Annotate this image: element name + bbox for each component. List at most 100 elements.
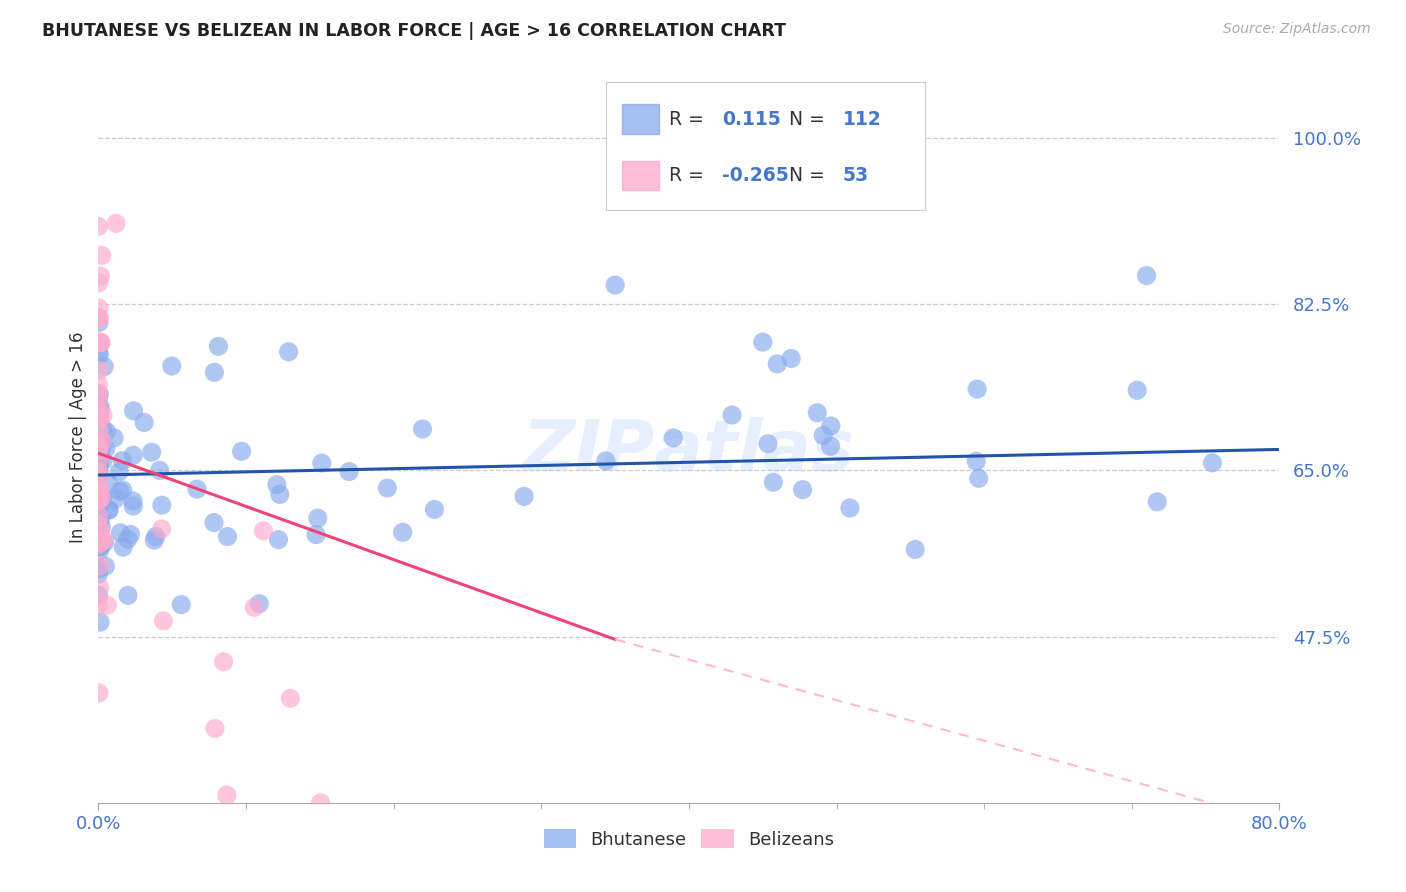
Point bbox=[87, 386, 110, 401]
Point bbox=[87, 520, 110, 534]
Point bbox=[280, 691, 302, 706]
Text: ZIP​atlas: ZIP​atlas bbox=[523, 417, 855, 486]
Point bbox=[112, 540, 135, 554]
Point bbox=[277, 344, 299, 359]
Point bbox=[90, 520, 112, 534]
Text: -0.265: -0.265 bbox=[723, 167, 789, 186]
Point bbox=[756, 436, 779, 450]
Legend: Bhutanese, Belizeans: Bhutanese, Belizeans bbox=[537, 822, 841, 856]
FancyBboxPatch shape bbox=[606, 82, 925, 211]
Point bbox=[87, 392, 110, 406]
Point bbox=[94, 442, 117, 456]
Point bbox=[160, 359, 183, 373]
Point bbox=[87, 414, 110, 428]
Point bbox=[134, 416, 156, 430]
Point bbox=[904, 542, 927, 557]
Point bbox=[89, 413, 111, 427]
Point bbox=[87, 588, 110, 602]
Point bbox=[752, 335, 775, 350]
Point bbox=[513, 490, 536, 504]
Point bbox=[89, 450, 111, 464]
Point bbox=[87, 276, 110, 290]
Point bbox=[721, 408, 744, 422]
Point bbox=[243, 600, 266, 615]
Point bbox=[375, 481, 398, 495]
Point bbox=[150, 522, 173, 536]
Point bbox=[152, 614, 174, 628]
Point bbox=[87, 537, 110, 551]
Point bbox=[96, 425, 118, 439]
Point bbox=[87, 448, 110, 462]
Point bbox=[839, 500, 862, 515]
Point bbox=[305, 527, 328, 541]
Point bbox=[117, 532, 139, 546]
Point bbox=[87, 377, 110, 392]
Point bbox=[90, 248, 112, 262]
Point bbox=[231, 444, 253, 458]
Point bbox=[595, 454, 617, 468]
Point bbox=[780, 351, 803, 366]
Point bbox=[122, 448, 145, 462]
Point bbox=[207, 339, 229, 353]
Point bbox=[89, 348, 111, 362]
Point bbox=[122, 404, 145, 418]
Point bbox=[266, 477, 288, 491]
Text: N =: N = bbox=[789, 167, 825, 186]
Point bbox=[97, 475, 120, 490]
Point bbox=[89, 336, 111, 351]
Point bbox=[87, 301, 110, 315]
Point bbox=[662, 431, 685, 445]
Point bbox=[966, 382, 988, 396]
Point bbox=[820, 419, 842, 434]
Point bbox=[87, 527, 110, 541]
Point bbox=[89, 558, 111, 573]
Point bbox=[97, 503, 120, 517]
Point bbox=[96, 598, 118, 612]
Point bbox=[104, 492, 127, 507]
Point bbox=[87, 390, 110, 404]
Point bbox=[87, 461, 110, 475]
Point bbox=[87, 465, 110, 479]
Point bbox=[89, 458, 111, 472]
Point bbox=[89, 492, 111, 507]
Point bbox=[87, 493, 110, 508]
Point bbox=[87, 458, 110, 472]
Point bbox=[202, 516, 225, 530]
Point bbox=[98, 503, 121, 517]
Point bbox=[204, 722, 226, 736]
Point bbox=[90, 491, 112, 505]
Point bbox=[87, 315, 110, 329]
Point bbox=[87, 494, 110, 508]
Point bbox=[267, 533, 290, 547]
Point bbox=[204, 365, 226, 379]
Point bbox=[90, 533, 112, 548]
Point bbox=[215, 788, 238, 802]
Point bbox=[87, 597, 110, 611]
Point bbox=[89, 425, 111, 439]
Text: R =: R = bbox=[669, 167, 704, 186]
Point bbox=[87, 466, 110, 480]
Point bbox=[87, 686, 110, 700]
Text: 53: 53 bbox=[842, 167, 869, 186]
Point bbox=[89, 498, 111, 512]
Point bbox=[170, 598, 193, 612]
Point bbox=[1126, 384, 1149, 398]
Point bbox=[252, 524, 274, 538]
Point bbox=[87, 540, 110, 554]
Point bbox=[87, 407, 110, 421]
Point bbox=[87, 310, 110, 325]
Bar bbox=[621, 104, 659, 134]
Point bbox=[143, 533, 166, 548]
Point bbox=[1136, 268, 1159, 283]
Text: 112: 112 bbox=[842, 110, 882, 129]
Point bbox=[110, 525, 132, 540]
Point bbox=[87, 402, 110, 417]
Point bbox=[145, 529, 167, 543]
Point bbox=[87, 509, 110, 524]
Point bbox=[90, 441, 112, 455]
Point bbox=[309, 796, 332, 810]
Point bbox=[820, 439, 842, 453]
Point bbox=[117, 588, 139, 602]
Point bbox=[806, 406, 828, 420]
Point bbox=[122, 494, 145, 508]
